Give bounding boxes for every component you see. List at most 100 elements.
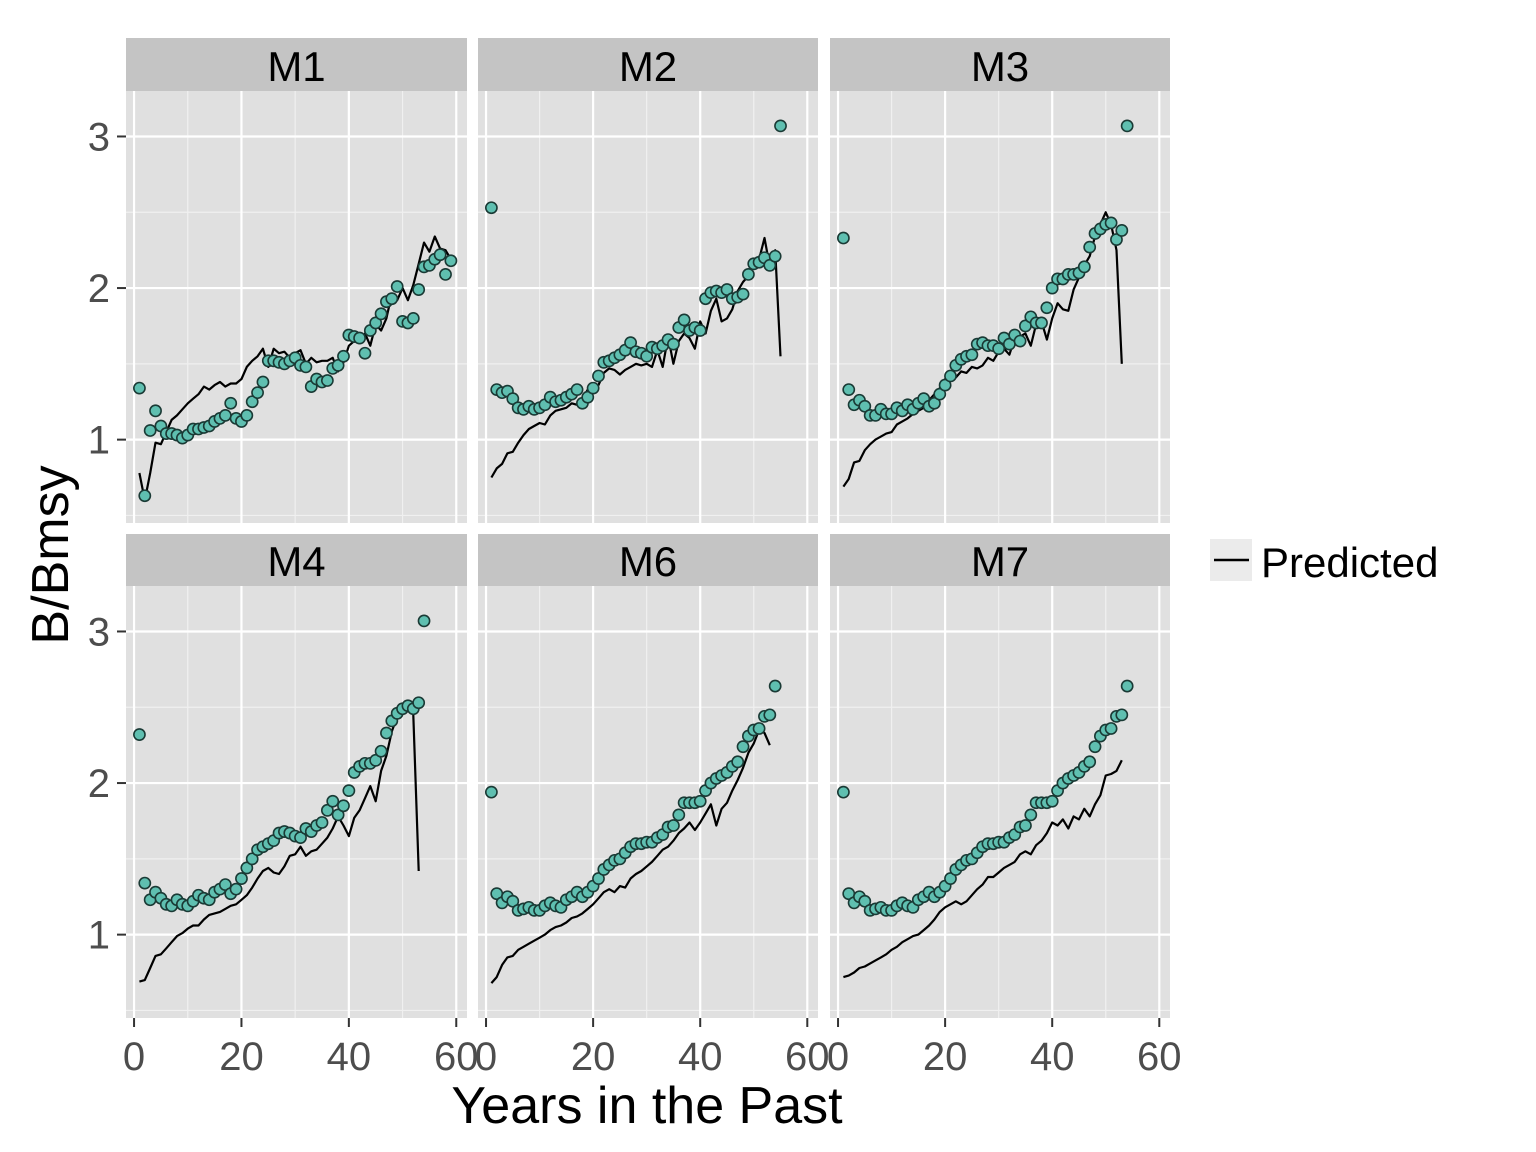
x-tick-label: 40: [327, 1035, 372, 1079]
observed-point: [331, 808, 345, 822]
predicted-line: [490, 236, 782, 479]
observed-point: [1120, 119, 1134, 133]
observed-point: [353, 331, 366, 345]
y-tick-label: 3: [88, 115, 110, 159]
observed-point: [836, 231, 850, 245]
observed-point: [256, 375, 270, 389]
observed-point: [235, 872, 248, 885]
observed-point: [358, 346, 372, 360]
observed-point: [337, 349, 350, 363]
strip-label-m2: M2: [619, 43, 677, 90]
panel-m1: M1: [126, 38, 467, 523]
observed-point: [677, 313, 691, 327]
observed-point: [693, 794, 707, 808]
observed-point: [484, 201, 498, 215]
observed-point: [992, 342, 1006, 356]
observed-point: [768, 679, 782, 693]
legend-label-predicted: Predicted: [1261, 539, 1438, 586]
observed-point: [667, 337, 680, 351]
strip-label-m6: M6: [619, 538, 677, 585]
observed-point: [731, 755, 745, 769]
observed-point: [417, 614, 431, 628]
observed-point: [842, 383, 856, 397]
observed-point: [374, 744, 388, 758]
observed-point: [1040, 301, 1054, 315]
strip-background: [126, 534, 467, 586]
y-tick-label: 2: [88, 762, 110, 806]
observed-point: [1077, 260, 1091, 274]
observed-point: [774, 119, 787, 133]
observed-point: [736, 287, 750, 301]
observed-point: [667, 819, 680, 832]
panels-layer: M1 M2 M3 M4 M6 M7: [126, 38, 1170, 1018]
observed-point: [224, 396, 238, 410]
x-tick-label: 60: [785, 1035, 830, 1079]
observed-point: [1104, 216, 1118, 230]
observed-point: [1088, 740, 1102, 754]
strip-background: [478, 534, 818, 586]
strip-background: [830, 534, 1170, 586]
observed-point: [1045, 794, 1059, 808]
observed-point: [1115, 708, 1129, 722]
observed-point: [380, 726, 393, 740]
x-tick-label: 0: [123, 1035, 145, 1079]
observed-point: [439, 268, 452, 281]
observed-point: [294, 831, 307, 845]
panel-data: [484, 679, 782, 984]
observed-point: [369, 316, 383, 330]
x-tick-label: 40: [678, 1035, 723, 1079]
observed-point: [326, 794, 340, 808]
observed-point: [149, 404, 162, 418]
panel-data: [836, 119, 1134, 488]
observed-point: [1083, 240, 1097, 254]
observed-point: [763, 708, 777, 722]
observed-point: [133, 728, 146, 741]
observed-point: [1019, 819, 1032, 832]
observed-point: [412, 696, 426, 710]
observed-point: [245, 852, 259, 866]
strip-background: [830, 38, 1170, 91]
panel-data: [133, 235, 458, 503]
observed-point: [299, 360, 313, 374]
observed-point: [741, 268, 755, 281]
x-tick-label: 20: [219, 1035, 264, 1079]
x-tick-label: 60: [1137, 1035, 1182, 1079]
x-tick-label: 20: [571, 1035, 616, 1079]
observed-point: [433, 248, 447, 262]
observed-point: [374, 307, 388, 321]
observed-point: [1104, 722, 1118, 735]
predicted-line: [842, 211, 1123, 488]
observed-point: [412, 283, 426, 296]
panel-background: [830, 586, 1170, 1018]
observed-point: [240, 408, 254, 422]
legend: Predicted: [1210, 539, 1438, 586]
observed-point: [1120, 679, 1134, 693]
observed-point: [693, 324, 707, 337]
predicted-line: [843, 759, 1123, 979]
observed-point: [245, 395, 259, 409]
observed-point: [1024, 808, 1038, 822]
panel-data: [836, 679, 1134, 979]
panel-background: [478, 91, 818, 523]
observed-point: [1013, 334, 1027, 348]
observed-point: [218, 878, 232, 892]
observed-point: [138, 489, 152, 503]
observed-point: [331, 358, 345, 372]
y-tick-label: 2: [88, 267, 110, 311]
observed-point: [752, 722, 766, 735]
panel-background: [478, 586, 818, 1018]
observed-point: [218, 408, 232, 422]
x-tick-label: 0: [827, 1035, 849, 1079]
panel-data: [484, 119, 787, 479]
observed-point: [672, 808, 686, 822]
observed-point: [138, 876, 152, 890]
observed-point: [133, 381, 146, 395]
observed-point: [337, 799, 350, 813]
predicted-line: [490, 728, 771, 984]
strip-label-m4: M4: [267, 538, 325, 585]
observed-point: [320, 374, 334, 387]
panel-data: [133, 614, 431, 983]
x-tick-label: 40: [1030, 1035, 1075, 1079]
